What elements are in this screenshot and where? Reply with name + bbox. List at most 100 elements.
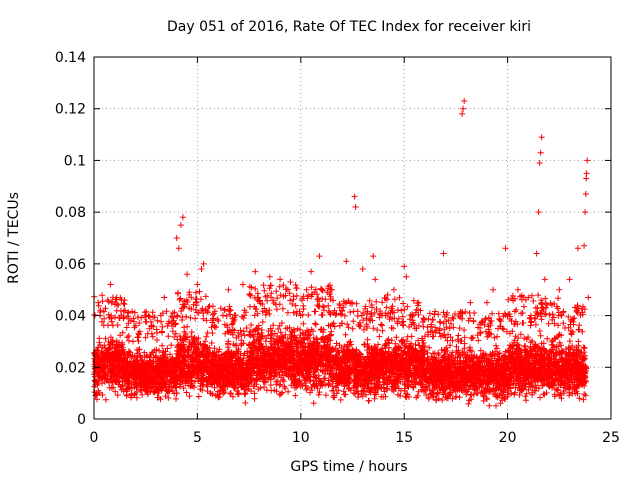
data-point — [183, 389, 190, 396]
data-point — [267, 382, 274, 389]
data-point — [312, 320, 319, 327]
data-point — [120, 315, 127, 322]
data-point — [408, 333, 415, 340]
data-point — [227, 390, 233, 397]
data-point — [401, 306, 408, 313]
data-point — [114, 392, 121, 399]
data-point — [98, 358, 105, 365]
data-point — [375, 341, 382, 348]
data-point — [242, 399, 249, 406]
data-point — [105, 367, 112, 374]
data-point — [266, 310, 273, 317]
data-point — [400, 300, 407, 307]
data-point — [391, 296, 398, 303]
data-point — [315, 295, 322, 302]
data-point — [137, 358, 144, 365]
data-point — [102, 305, 109, 312]
data-point — [102, 396, 109, 403]
data-point — [379, 322, 386, 329]
data-point — [347, 338, 354, 345]
data-point — [152, 353, 159, 360]
data-point — [186, 393, 193, 400]
data-point — [118, 386, 125, 393]
data-point — [113, 341, 120, 348]
data-point — [141, 309, 148, 316]
data-point — [195, 393, 202, 400]
data-point — [108, 384, 115, 391]
data-point — [188, 329, 195, 336]
data-point — [92, 379, 99, 385]
data-point — [312, 308, 319, 315]
data-point — [241, 332, 248, 339]
data-point — [342, 331, 349, 338]
data-point — [168, 342, 175, 349]
data-point — [243, 325, 250, 331]
data-point — [193, 289, 199, 296]
data-point — [99, 368, 105, 375]
data-point — [273, 306, 280, 313]
data-point — [312, 321, 319, 328]
data-point — [96, 339, 103, 346]
data-point — [98, 374, 105, 381]
data-point — [166, 383, 173, 390]
data-point — [95, 302, 102, 309]
data-point — [175, 289, 181, 296]
data-point — [263, 387, 270, 394]
data-point — [246, 283, 253, 290]
data-point — [393, 334, 400, 341]
data-point — [149, 333, 156, 340]
data-point — [106, 379, 112, 386]
data-point — [111, 301, 118, 308]
data-point — [112, 388, 119, 395]
data-point — [290, 293, 297, 300]
data-point — [97, 307, 104, 314]
data-point — [284, 309, 291, 316]
data-point — [143, 318, 150, 325]
data-point — [100, 354, 107, 361]
data-point — [347, 309, 354, 316]
data-point — [104, 359, 111, 366]
data-point — [126, 385, 133, 392]
data-point — [133, 394, 140, 401]
data-point — [337, 396, 344, 403]
data-point — [104, 297, 111, 304]
data-point — [261, 287, 268, 294]
data-point — [278, 390, 285, 397]
data-point — [349, 325, 356, 332]
data-point — [108, 300, 115, 306]
data-points — [91, 98, 592, 409]
data-point — [350, 318, 357, 325]
data-point — [379, 327, 386, 334]
data-point — [259, 319, 266, 325]
data-point — [109, 354, 116, 360]
data-point — [203, 333, 210, 340]
data-point — [99, 392, 106, 398]
data-point — [209, 330, 216, 337]
data-point — [119, 373, 126, 380]
data-point — [300, 303, 307, 309]
data-point — [264, 297, 271, 304]
data-point — [119, 329, 126, 336]
data-point — [102, 345, 109, 352]
data-point — [248, 284, 255, 291]
data-point — [162, 393, 169, 400]
data-point — [116, 378, 123, 385]
data-point — [105, 338, 112, 345]
data-point — [325, 302, 332, 309]
data-point — [136, 320, 143, 326]
data-point — [285, 388, 292, 395]
data-point — [192, 315, 199, 322]
data-point — [292, 392, 299, 399]
data-point — [338, 311, 345, 318]
data-point — [114, 322, 121, 328]
data-point — [139, 391, 146, 398]
data-point — [106, 349, 113, 356]
data-point — [202, 293, 209, 300]
data-point — [95, 387, 102, 394]
data-point — [290, 309, 297, 316]
data-point — [345, 324, 352, 331]
data-point — [279, 305, 286, 312]
data-point — [220, 312, 226, 319]
data-point — [153, 329, 160, 336]
